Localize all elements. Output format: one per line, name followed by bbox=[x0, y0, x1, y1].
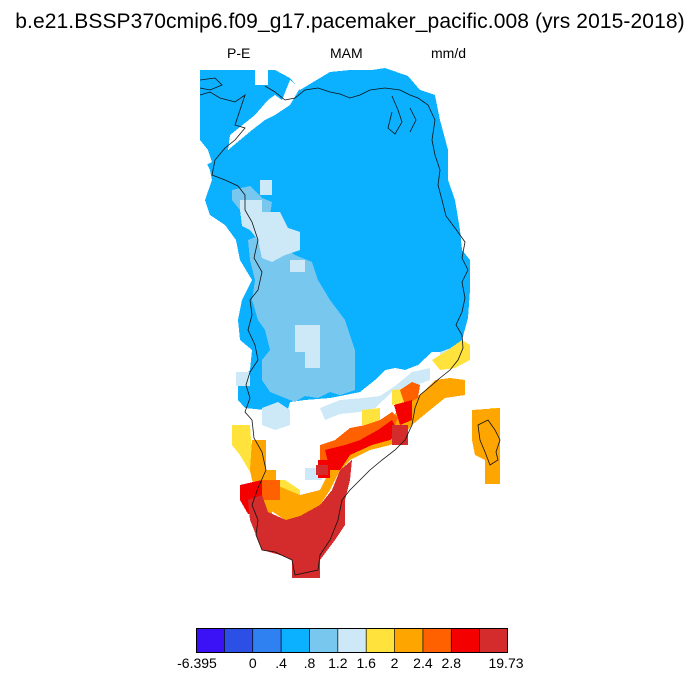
colorbar-swatch bbox=[366, 628, 396, 653]
colorbar bbox=[196, 628, 509, 653]
map-region-paleblue-3 bbox=[295, 325, 320, 368]
map-region-crimson-3 bbox=[316, 465, 328, 475]
map-region-yellow bbox=[232, 425, 252, 455]
colorbar-swatch bbox=[196, 628, 225, 653]
colorbar-border bbox=[196, 628, 508, 653]
colorbar-swatch bbox=[479, 628, 509, 653]
map-region-darkorange-3 bbox=[262, 480, 280, 500]
plot-title: b.e21.BSSP370cmip6.f09_g17.pacemaker_pac… bbox=[15, 10, 685, 33]
colorbar-swatches bbox=[196, 628, 509, 653]
map-region-darkorange-2 bbox=[400, 382, 420, 405]
coastline-fjord-2 bbox=[409, 107, 417, 133]
colorbar-label: -6.395 bbox=[177, 655, 217, 671]
map-gap bbox=[255, 70, 268, 85]
map-region-yellow-2 bbox=[362, 408, 380, 425]
map-region-paleblue-2 bbox=[260, 180, 272, 195]
variable-label: P-E bbox=[227, 45, 251, 61]
colorbar-swatch bbox=[394, 628, 424, 653]
colorbar-swatch bbox=[224, 628, 254, 653]
colorbar-label: 2.4 bbox=[413, 655, 433, 671]
colorbar-swatch bbox=[281, 628, 310, 653]
colorbar-label: 19.73 bbox=[488, 655, 524, 671]
colorbar-swatch bbox=[309, 628, 339, 653]
colorbar-label: 1.2 bbox=[328, 655, 348, 671]
map-region-yellow-3 bbox=[432, 340, 470, 370]
map-region-orange-3 bbox=[485, 438, 500, 484]
colorbar-label: 1.6 bbox=[356, 655, 376, 671]
coastline bbox=[199, 77, 501, 576]
map-gap-3 bbox=[200, 150, 212, 168]
map-region-paleblue-8 bbox=[262, 402, 290, 430]
colorbar-swatch bbox=[422, 628, 452, 653]
colorbar-swatch bbox=[337, 628, 367, 653]
coastline-island bbox=[477, 419, 501, 466]
map-cells bbox=[200, 68, 500, 578]
colorbar-label: 2.8 bbox=[441, 655, 461, 671]
season-label: MAM bbox=[330, 45, 363, 61]
coastline-main bbox=[199, 85, 469, 576]
map-region-red bbox=[325, 420, 398, 470]
map-region-skyblue bbox=[248, 232, 355, 402]
colorbar-label: .8 bbox=[303, 655, 316, 671]
map-region-red-2 bbox=[394, 400, 412, 425]
units-label: mm/d bbox=[431, 45, 466, 61]
map-region-paleblue bbox=[240, 200, 300, 262]
map-gap-2 bbox=[228, 80, 300, 150]
map-region-paleblue-7 bbox=[290, 260, 305, 272]
colorbar-label: .4 bbox=[275, 655, 287, 671]
map-region-crimson-2 bbox=[392, 425, 408, 445]
colorbar-label: 0 bbox=[248, 655, 257, 671]
colorbar-swatch bbox=[451, 628, 481, 653]
colorbar-swatch bbox=[252, 628, 282, 653]
coastline-fjord bbox=[387, 95, 403, 135]
coastline-northwest bbox=[199, 77, 223, 91]
map-region-paleblue-4 bbox=[320, 368, 430, 420]
map-region-crimson bbox=[248, 460, 352, 578]
colorbar-label: 2 bbox=[390, 655, 399, 671]
